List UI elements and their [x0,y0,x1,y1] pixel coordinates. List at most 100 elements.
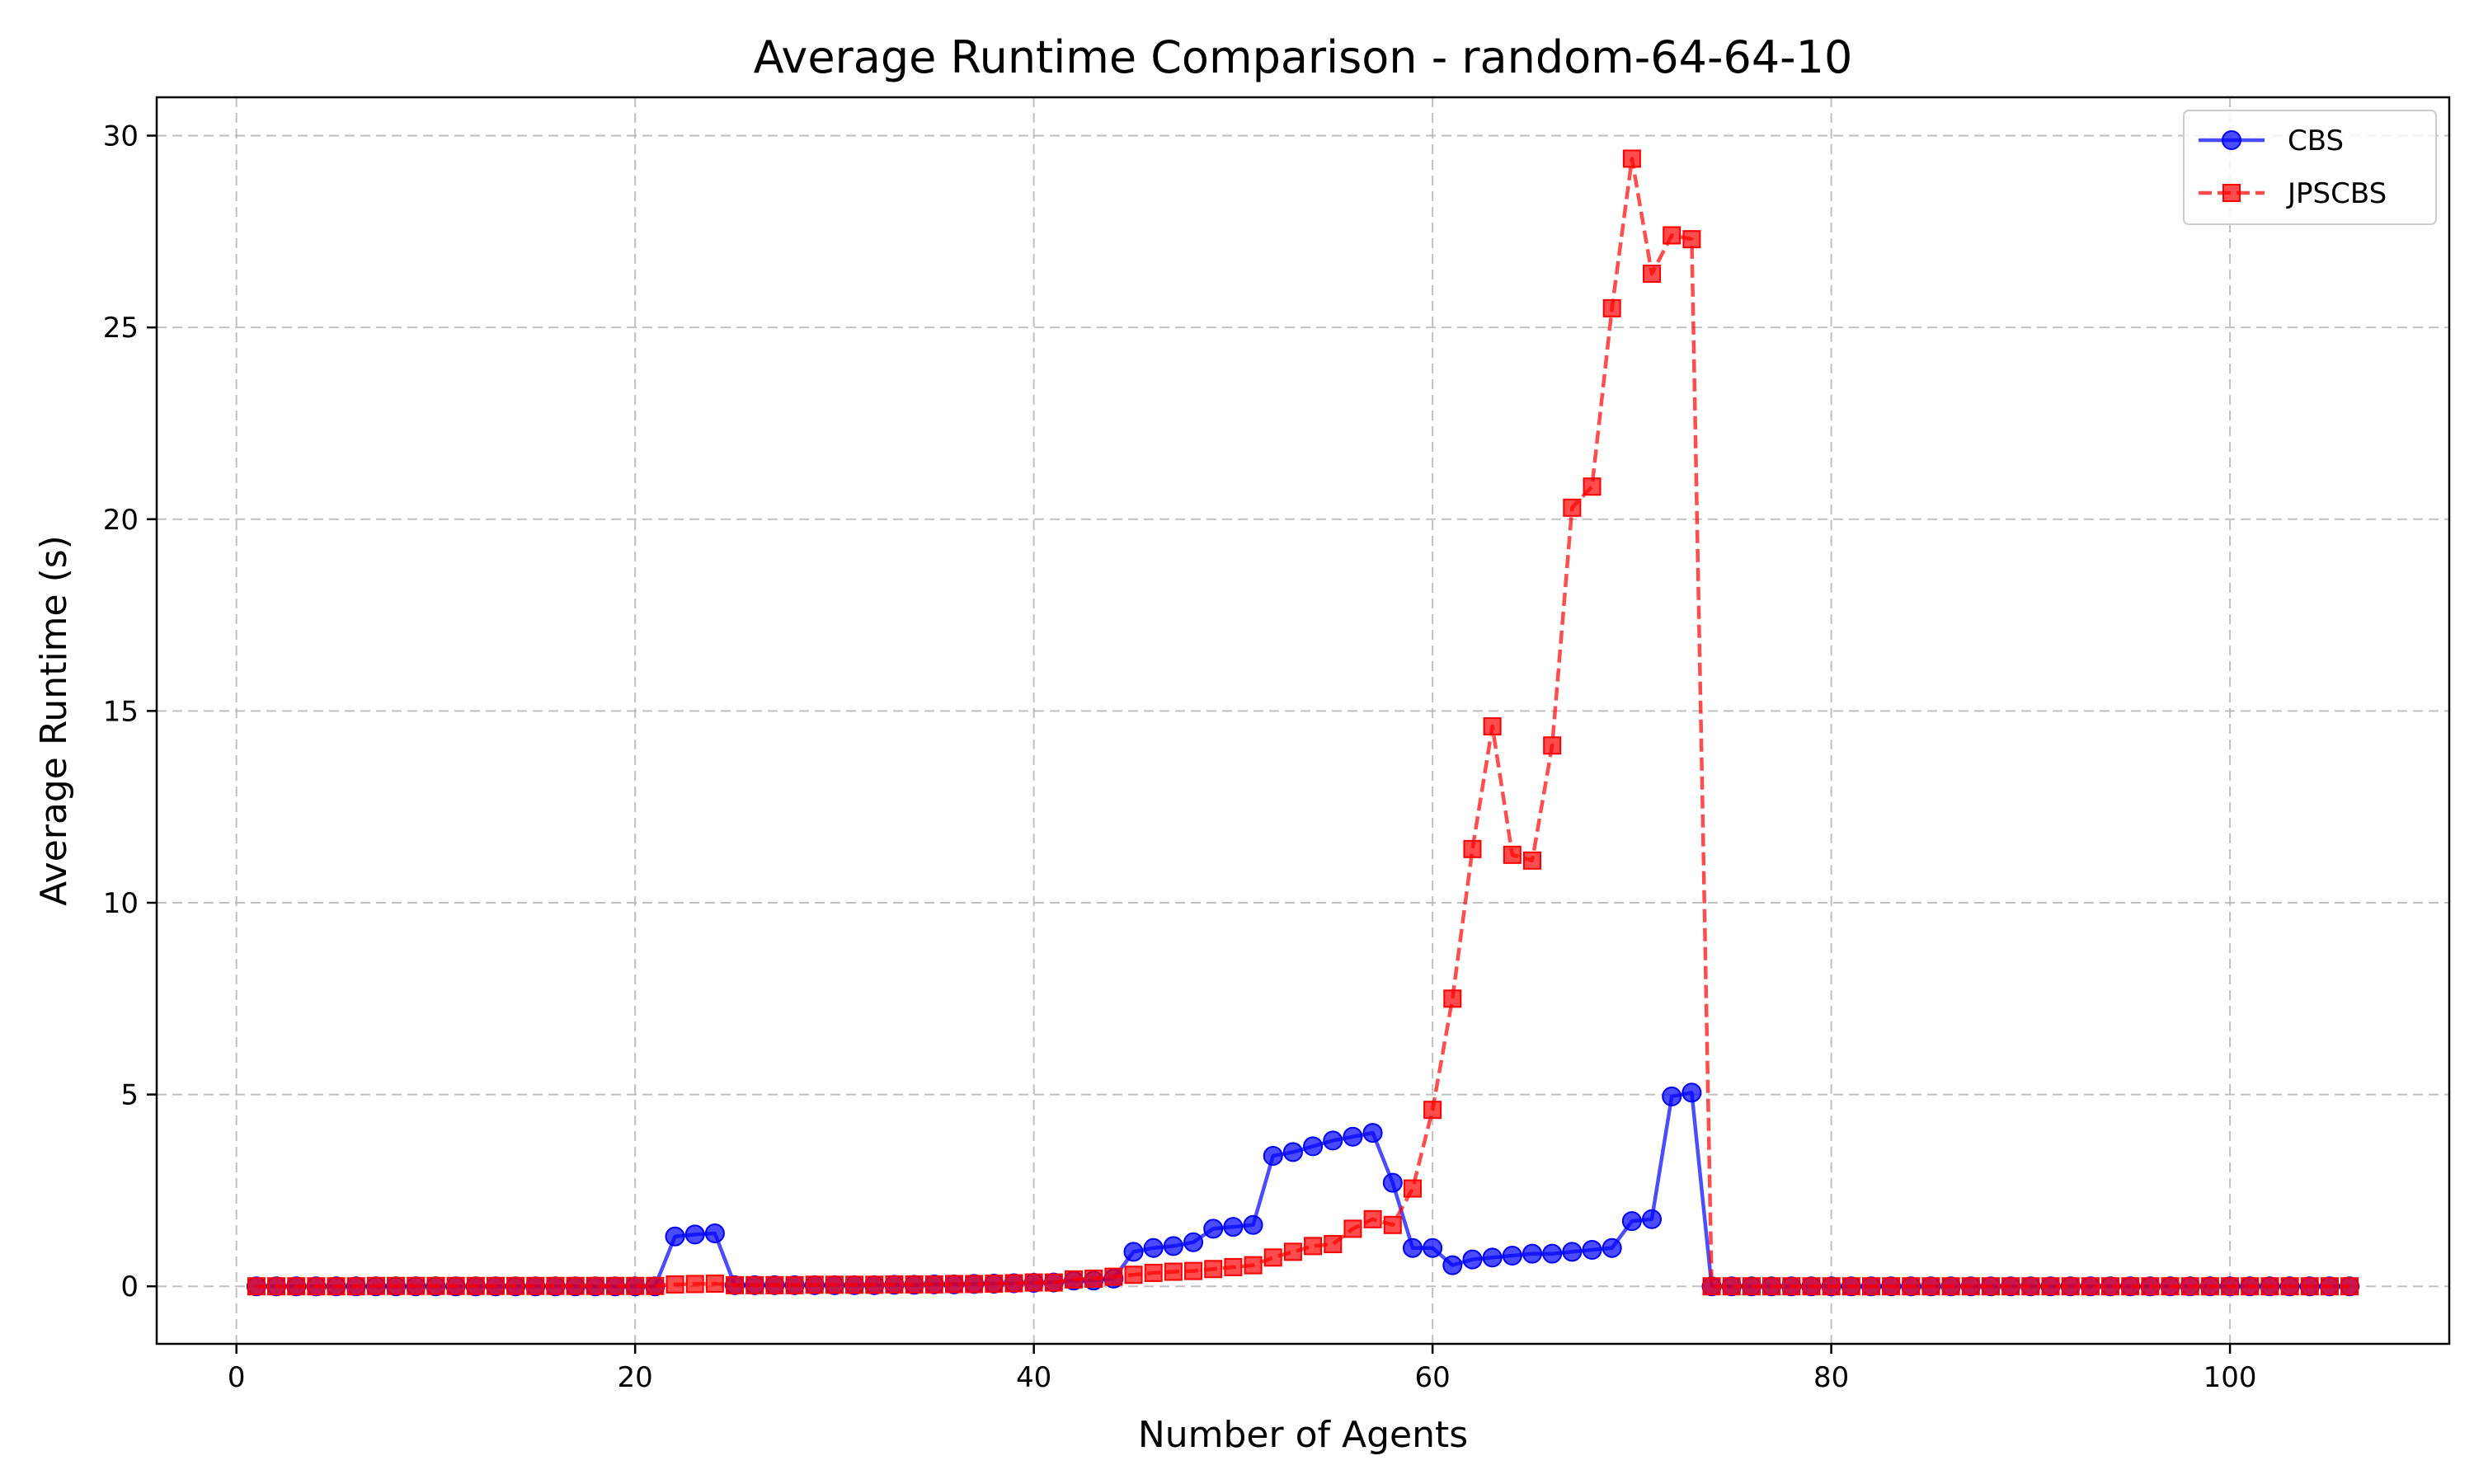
data-point-jpscbs [1802,1277,1821,1296]
data-point-jpscbs [287,1277,306,1296]
data-point-jpscbs [924,1275,943,1294]
data-point-cbs [1502,1245,1522,1266]
series-layer [246,149,2360,1297]
data-point-jpscbs [1443,989,1462,1008]
series-line-jpscbs [256,157,2350,1289]
data-point-cbs [1662,1086,1682,1106]
data-point-jpscbs [1124,1266,1143,1284]
data-point-jpscbs [2141,1277,2160,1296]
data-point-jpscbs [1244,1256,1263,1275]
data-point-jpscbs [247,1277,266,1296]
data-point-jpscbs [1184,1261,1203,1280]
data-point-jpscbs [2041,1277,2060,1296]
data-point-jpscbs [1204,1260,1223,1279]
data-point-jpscbs [1343,1219,1362,1238]
data-point-jpscbs [885,1275,904,1294]
data-point-jpscbs [1224,1257,1243,1276]
data-point-cbs [1163,1236,1183,1256]
data-point-jpscbs [1463,839,1482,858]
data-point-jpscbs [2180,1277,2199,1296]
data-point-cbs [1423,1237,1443,1258]
legend-marker-jpscbs [2222,184,2241,202]
x-tick-label: 60 [1414,1361,1450,1394]
data-point-jpscbs [685,1275,704,1294]
data-point-jpscbs [2101,1277,2120,1296]
data-point-jpscbs [2241,1277,2260,1296]
data-point-jpscbs [1004,1274,1023,1293]
data-point-jpscbs [1682,230,1701,249]
data-point-jpscbs [805,1275,824,1294]
data-point-cbs [1362,1123,1383,1144]
data-point-jpscbs [1403,1179,1422,1198]
plot-area [155,96,2451,1345]
data-point-jpscbs [985,1274,1004,1293]
grid [157,97,2449,1344]
data-point-cbs [1621,1211,1642,1232]
data-point-jpscbs [1164,1262,1183,1281]
data-point-jpscbs [506,1276,525,1295]
y-tick-label: 5 [120,1079,139,1112]
data-point-jpscbs [1523,851,1541,870]
data-point-jpscbs [327,1277,346,1296]
data-point-jpscbs [466,1276,485,1295]
y-tick-label: 20 [103,504,139,537]
data-point-jpscbs [745,1275,764,1294]
data-point-jpscbs [1383,1215,1402,1234]
data-point-jpscbs [1722,1277,1741,1296]
x-tick-label: 0 [228,1361,246,1394]
data-point-jpscbs [626,1276,645,1295]
data-point-jpscbs [1882,1277,1901,1296]
data-point-jpscbs [426,1276,445,1295]
data-point-jpscbs [845,1275,864,1294]
y-tick-label: 0 [120,1270,139,1303]
data-point-jpscbs [2081,1277,2100,1296]
data-point-jpscbs [1304,1237,1323,1256]
data-point-jpscbs [1263,1248,1282,1267]
data-point-jpscbs [1324,1235,1343,1254]
data-point-jpscbs [2340,1277,2359,1296]
data-point-cbs [1642,1209,1663,1229]
data-point-jpscbs [1702,1277,1721,1296]
chart-title: Average Runtime Comparison - random-64-6… [754,31,1853,83]
data-point-jpscbs [1144,1263,1163,1282]
data-point-jpscbs [1065,1270,1083,1289]
data-point-jpscbs [765,1275,784,1294]
data-point-cbs [1462,1249,1483,1270]
data-point-jpscbs [726,1275,745,1294]
data-point-jpscbs [1961,1277,1980,1296]
data-point-jpscbs [1663,226,1681,245]
data-point-jpscbs [944,1275,963,1294]
y-tick-label: 15 [103,695,139,728]
data-point-cbs [1382,1172,1403,1193]
data-point-jpscbs [446,1276,465,1295]
data-point-jpscbs [526,1276,545,1295]
data-point-cbs [1402,1237,1423,1258]
data-point-jpscbs [1982,1277,2000,1296]
data-point-jpscbs [2260,1277,2279,1296]
legend-label-cbs: CBS [2288,124,2344,157]
data-point-jpscbs [2061,1277,2080,1296]
data-point-cbs [1681,1082,1702,1103]
data-point-jpscbs [2221,1277,2240,1296]
x-tick-label: 80 [1813,1361,1849,1394]
data-point-cbs [665,1226,685,1247]
data-point-jpscbs [905,1275,924,1294]
data-point-jpscbs [606,1276,624,1295]
data-point-jpscbs [1622,149,1641,168]
data-point-jpscbs [1941,1277,1960,1296]
data-point-jpscbs [1283,1242,1302,1261]
legend-label-jpscbs: JPSCBS [2286,177,2387,210]
data-point-jpscbs [666,1275,684,1294]
data-point-cbs [1522,1243,1542,1264]
data-point-cbs [1343,1126,1363,1147]
data-point-jpscbs [1762,1277,1781,1296]
data-point-cbs [704,1223,725,1244]
data-point-cbs [1323,1130,1343,1151]
y-tick-label: 25 [103,312,139,345]
data-point-jpscbs [267,1277,286,1296]
data-point-jpscbs [1363,1209,1382,1228]
data-point-jpscbs [1921,1277,1940,1296]
data-point-cbs [1442,1255,1463,1275]
data-point-jpscbs [965,1275,984,1294]
